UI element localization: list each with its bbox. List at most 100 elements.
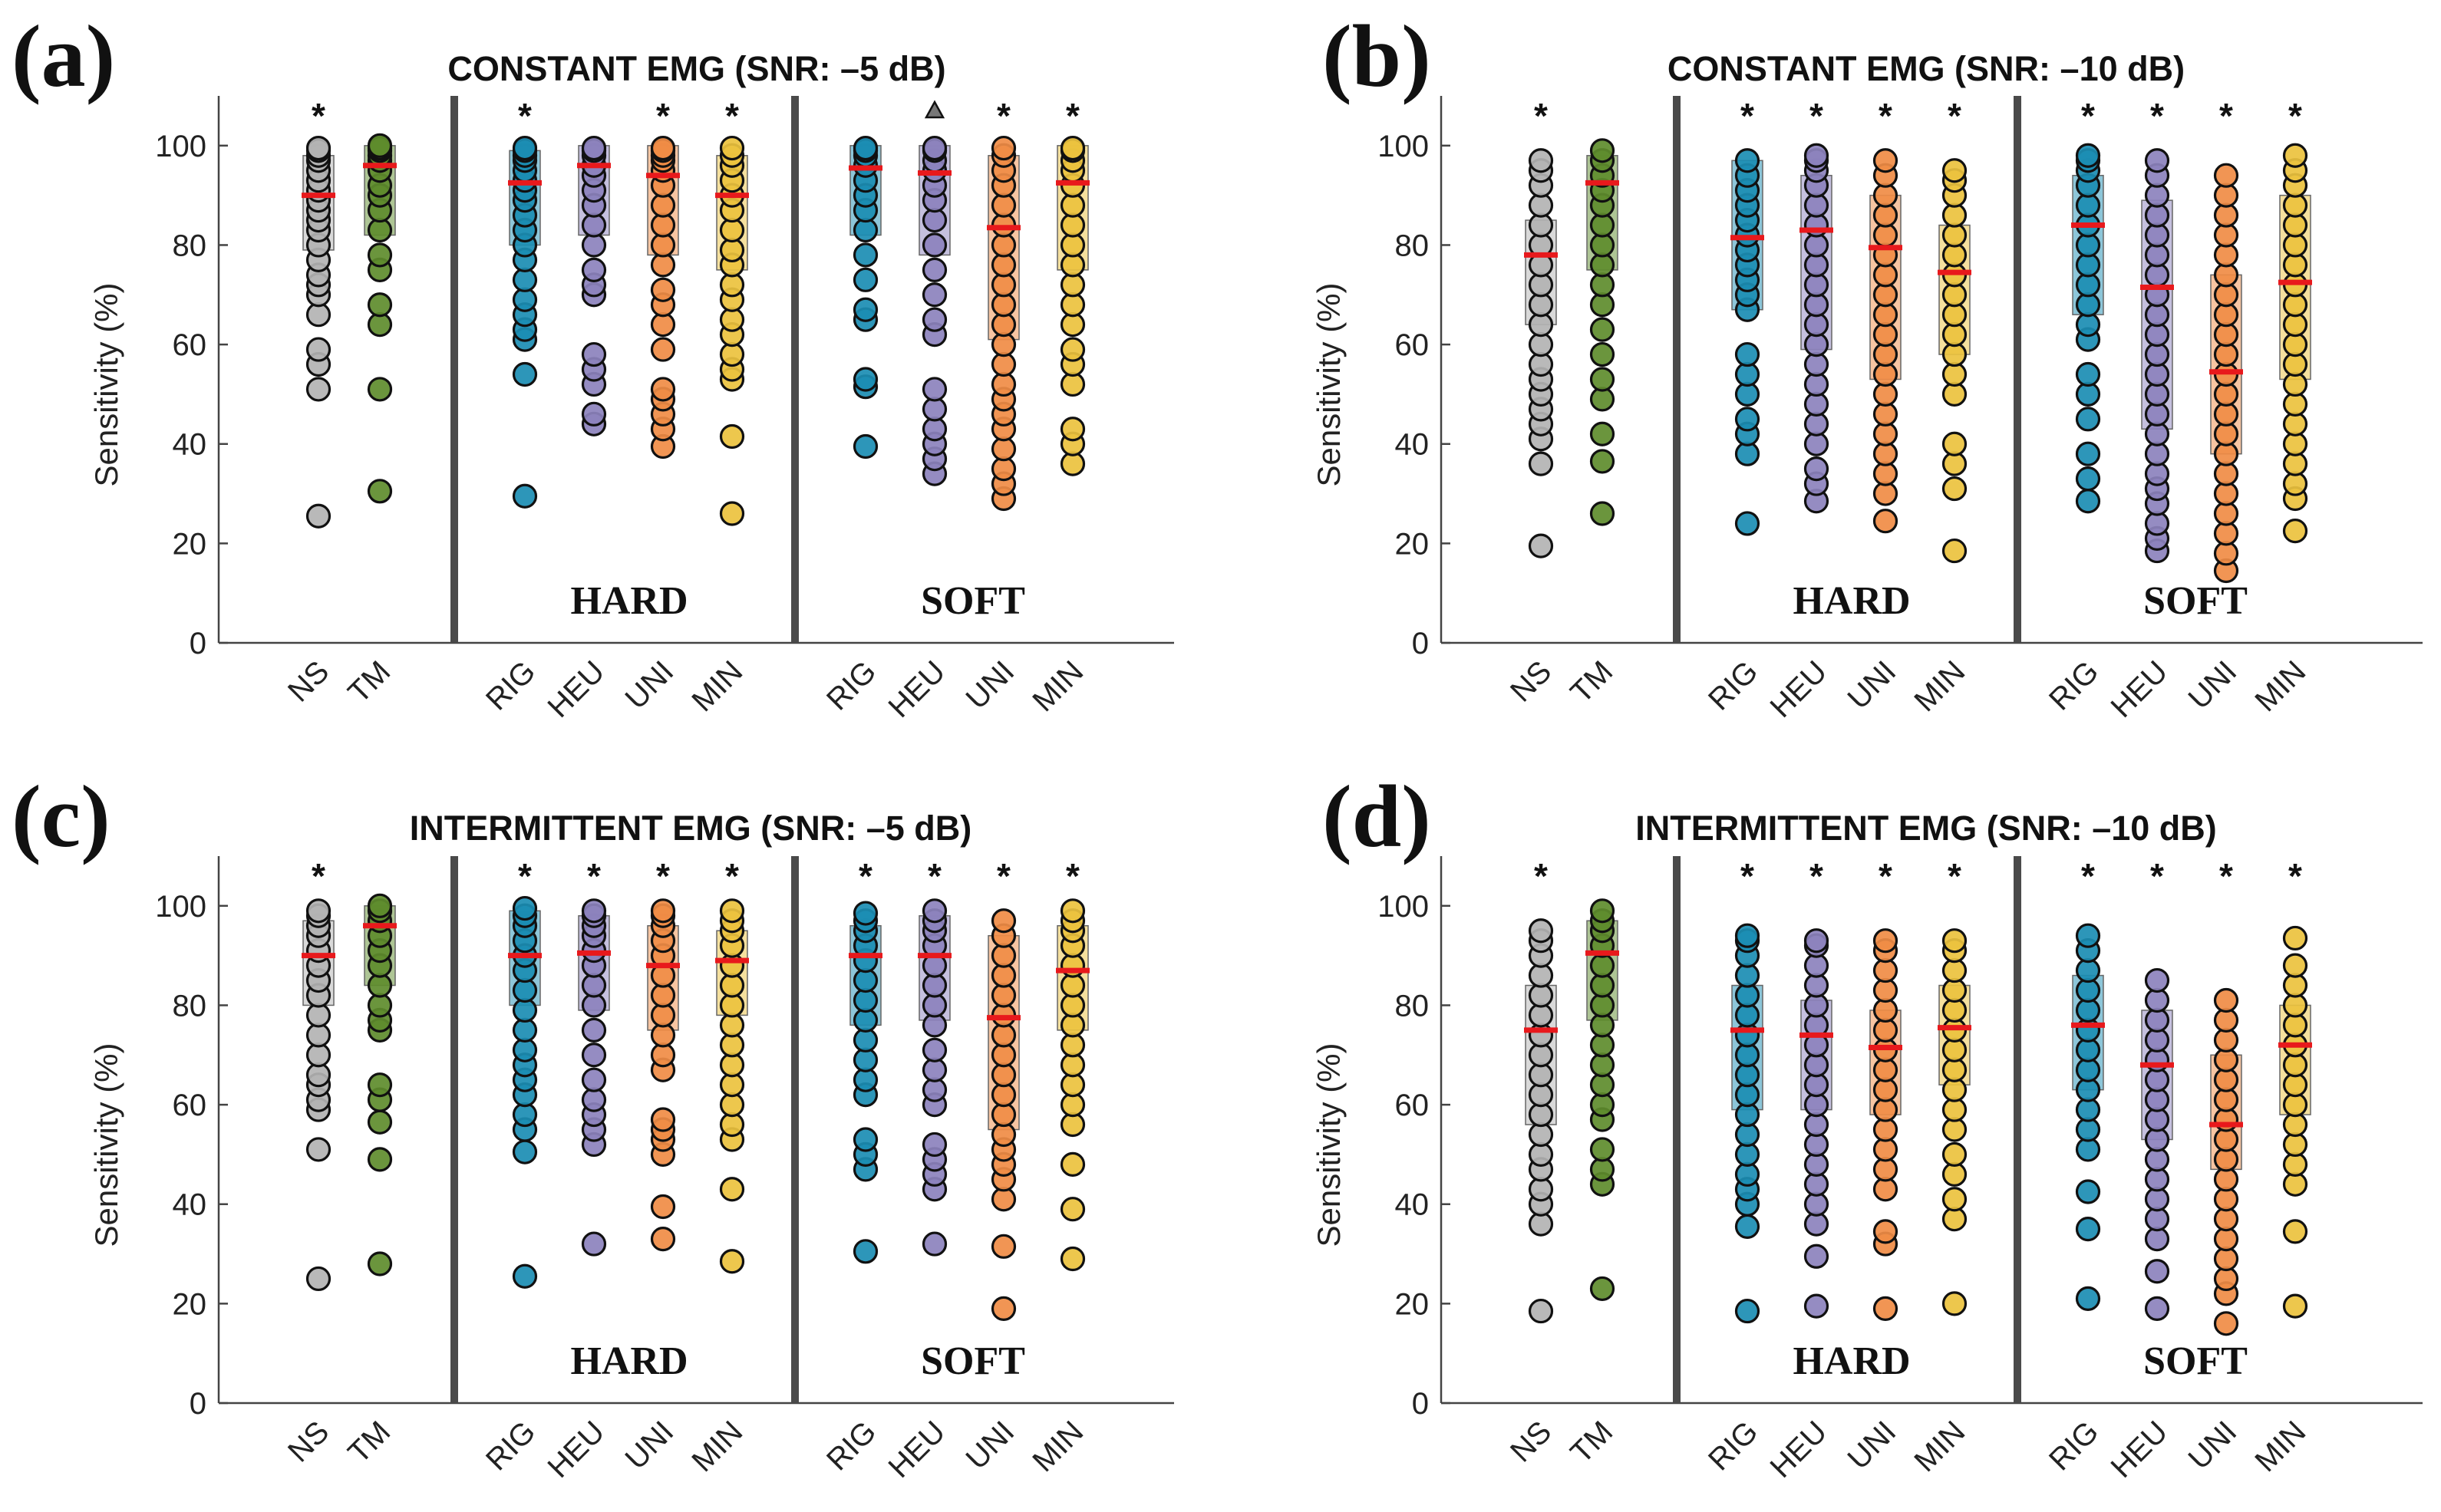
significance-marker: * — [1066, 856, 1080, 896]
significance-marker: * — [1948, 96, 1961, 136]
data-point — [1941, 1141, 1968, 1168]
data-point — [1060, 1151, 1086, 1177]
category-series: * — [1056, 856, 1090, 1272]
category-series: * — [646, 96, 680, 460]
significance-marker: * — [1879, 856, 1892, 896]
y-tick-label: 20 — [173, 1287, 207, 1321]
x-tick-label: RIG — [820, 654, 882, 716]
data-point — [1589, 449, 1615, 474]
x-tick-label: NS — [1504, 654, 1558, 708]
data-point — [1589, 898, 1615, 924]
data-point — [853, 267, 879, 292]
significance-marker: * — [312, 856, 325, 896]
data-point — [991, 1234, 1017, 1259]
data-point — [305, 135, 332, 161]
data-point — [367, 1147, 393, 1172]
category-series: * — [577, 856, 611, 1257]
y-tick-label: 0 — [190, 1387, 206, 1421]
data-point — [719, 898, 745, 924]
y-tick-label: 40 — [173, 428, 207, 462]
category-series: * — [1869, 856, 1902, 1321]
group-label: HARD — [570, 579, 688, 623]
x-tick-label: RIG — [2043, 654, 2105, 716]
x-tick-label: HEU — [542, 1415, 612, 1484]
category-series: * — [2071, 96, 2105, 514]
data-point — [1941, 538, 1968, 564]
data-point — [1734, 341, 1760, 367]
category-series: * — [1524, 856, 1558, 1324]
category-series: * — [1730, 856, 1764, 1324]
x-tick-label: RIG — [820, 1415, 882, 1477]
data-point — [2075, 466, 2101, 492]
y-tick-label: 80 — [173, 989, 207, 1023]
x-tick-label: UNI — [619, 654, 681, 716]
data-point — [922, 232, 948, 258]
y-axis-label: Sensitivity (%) — [88, 1043, 124, 1247]
data-point — [305, 1266, 332, 1292]
x-tick-label: UNI — [960, 1415, 1021, 1476]
category-series: * — [715, 96, 749, 526]
category-series — [363, 133, 397, 504]
x-tick-label: HEU — [1764, 1415, 1834, 1484]
x-tick-label: MIN — [1026, 1415, 1090, 1478]
y-tick-label: 80 — [1395, 989, 1430, 1023]
significance-marker: * — [518, 96, 532, 136]
category-series: * — [1524, 96, 1558, 558]
significance-marker: * — [725, 96, 739, 136]
data-point — [2282, 1219, 2308, 1244]
y-tick-label: 100 — [155, 130, 206, 163]
data-point — [2075, 1286, 2101, 1311]
significance-marker: * — [1809, 96, 1823, 136]
data-point — [512, 1139, 538, 1164]
data-point — [581, 1231, 607, 1257]
category-series: * — [302, 96, 335, 529]
data-point — [2144, 1296, 2170, 1321]
data-point — [1589, 501, 1615, 526]
data-point — [650, 898, 676, 924]
x-tick-label: MIN — [685, 654, 749, 718]
data-point — [1734, 148, 1760, 173]
category-series — [363, 893, 397, 1276]
data-point — [922, 1231, 948, 1257]
data-point — [1528, 1298, 1554, 1324]
significance-marker: * — [2150, 856, 2164, 896]
significance-marker: * — [2081, 96, 2095, 136]
significance-marker: * — [1948, 856, 1961, 896]
y-axis-label: Sensitivity (%) — [88, 282, 124, 486]
x-tick-label: MIN — [2248, 654, 2312, 718]
x-tick-label: RIG — [2043, 1415, 2105, 1477]
category-series — [1585, 138, 1619, 526]
x-tick-label: RIG — [1702, 654, 1764, 716]
significance-marker: * — [312, 96, 325, 136]
significance-marker: * — [656, 856, 670, 896]
significance-marker: * — [1740, 856, 1754, 896]
data-point — [853, 297, 879, 322]
y-tick-label: 60 — [1395, 328, 1430, 362]
category-series: * — [646, 856, 680, 1252]
data-point — [1803, 143, 1829, 168]
group-label: SOFT — [921, 1339, 1025, 1383]
x-tick-label: RIG — [480, 1415, 542, 1477]
y-tick-label: 80 — [1395, 229, 1430, 262]
data-point — [853, 1127, 879, 1152]
y-tick-label: 20 — [1395, 1287, 1430, 1321]
data-point — [367, 1072, 393, 1098]
data-point — [1589, 341, 1615, 367]
data-point — [2144, 148, 2170, 173]
category-series: * — [1938, 96, 1971, 564]
category-series: * — [2209, 856, 2243, 1336]
group-label: HARD — [1793, 1339, 1910, 1383]
data-point — [1872, 509, 1898, 534]
data-point — [1060, 1197, 1086, 1222]
category-series: * — [1056, 96, 1090, 476]
significance-marker — [924, 100, 945, 119]
y-tick-label: 40 — [1395, 1188, 1430, 1222]
significance-marker: * — [518, 856, 532, 896]
significance-marker: * — [1740, 96, 1754, 136]
x-tick-label: UNI — [619, 1415, 681, 1476]
significance-marker: * — [859, 856, 872, 896]
data-point — [581, 257, 607, 282]
data-point — [2213, 163, 2239, 188]
chart-title: INTERMITTENT EMG (SNR: –5 dB) — [410, 809, 971, 848]
data-point — [581, 898, 607, 924]
